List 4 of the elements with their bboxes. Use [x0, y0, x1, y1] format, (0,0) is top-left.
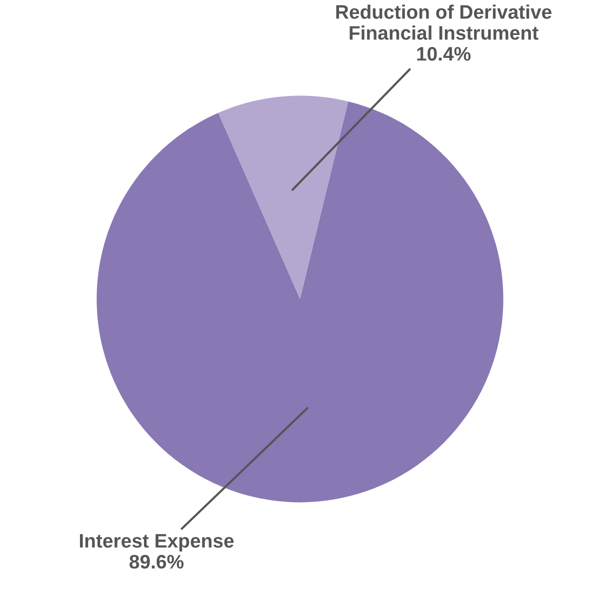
data-label: 89.6%	[130, 554, 184, 569]
slice-label: Reduction of Derivative Financial Instrument	[336, 4, 552, 40]
slice-label: Interest Expense	[80, 534, 234, 552]
data-label: 10.4%	[417, 46, 471, 61]
